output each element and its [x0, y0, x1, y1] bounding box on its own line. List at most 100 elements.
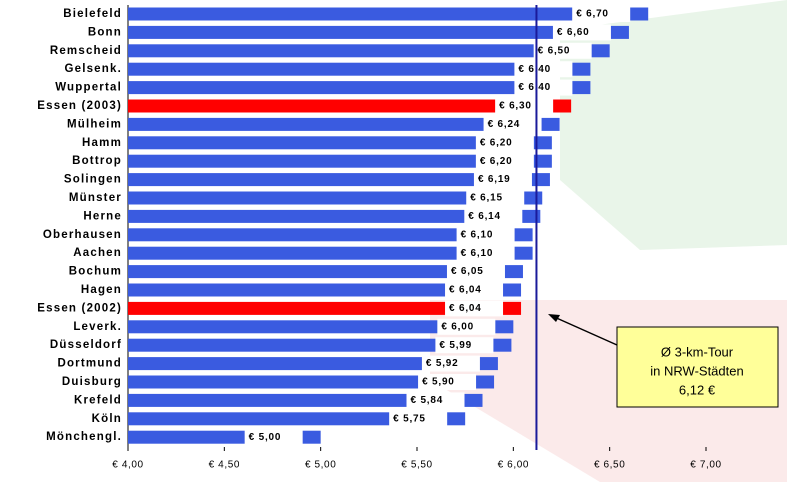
value-label: € 6,14 — [468, 211, 501, 222]
category-label: Essen (2003) — [37, 100, 122, 112]
value-label: € 6,70 — [576, 9, 609, 20]
annotation-arrow — [551, 315, 618, 346]
x-tick-label: € 7,00 — [690, 460, 721, 471]
value-label: € 6,40 — [518, 64, 551, 75]
bar — [128, 283, 522, 297]
value-label: € 5,99 — [439, 340, 472, 351]
value-label-bg — [514, 79, 573, 96]
value-label-bg — [572, 6, 631, 22]
category-label: Wuppertal — [55, 82, 122, 94]
category-label: Bochum — [69, 266, 122, 278]
x-tick-label: € 6,50 — [594, 460, 625, 471]
bar — [128, 412, 466, 426]
category-label: Münster — [69, 192, 122, 204]
value-label-bg — [483, 116, 542, 133]
category-label: Mönchengl. — [46, 431, 122, 443]
category-label: Aachen — [73, 247, 122, 259]
value-label: € 6,19 — [478, 174, 511, 185]
value-label: € 6,00 — [441, 321, 474, 332]
value-label-bg — [389, 410, 448, 427]
bar — [128, 191, 543, 205]
category-label: Düsseldorf — [50, 339, 122, 351]
value-label-bg — [466, 190, 525, 206]
value-label: € 5,92 — [426, 358, 459, 369]
category-label: Bielefeld — [63, 8, 122, 20]
value-label: € 5,00 — [249, 432, 282, 443]
value-label: € 6,05 — [451, 266, 484, 277]
value-label: € 5,75 — [393, 413, 426, 424]
category-label: Essen (2002) — [37, 302, 122, 314]
value-label: € 6,40 — [518, 82, 551, 93]
category-label: Herne — [83, 210, 122, 222]
annotation-text: Ø 3-km-Tour — [661, 344, 734, 359]
bar — [128, 154, 552, 168]
category-label: Köln — [92, 413, 122, 425]
bar — [128, 81, 591, 95]
category-label: Oberhausen — [43, 229, 122, 241]
category-label: Leverk. — [73, 321, 122, 333]
value-label-bg — [475, 153, 534, 170]
annotation-text: in NRW-Städten — [650, 363, 743, 378]
bar — [128, 228, 533, 242]
value-label: € 6,30 — [499, 101, 532, 112]
value-label-bg — [445, 282, 504, 298]
x-tick-label: € 4,00 — [112, 460, 143, 471]
value-label-bg — [421, 355, 480, 372]
value-label-bg — [495, 98, 554, 114]
x-tick-label: € 5,00 — [305, 460, 336, 471]
bar — [128, 44, 610, 58]
value-label: € 6,04 — [449, 303, 482, 314]
value-label-bg — [437, 318, 496, 335]
bar — [128, 209, 541, 223]
category-label: Bonn — [88, 26, 122, 38]
value-label: € 6,10 — [461, 229, 494, 240]
value-label: € 6,60 — [557, 27, 590, 38]
value-label-bg — [456, 245, 515, 262]
value-label: € 6,20 — [480, 156, 513, 167]
value-label: € 6,10 — [461, 248, 494, 259]
bar — [128, 62, 591, 76]
annotation-text: 6,12 € — [679, 382, 716, 397]
value-label-bg — [435, 337, 494, 354]
bar — [128, 265, 523, 279]
bar — [128, 25, 629, 39]
value-label: € 6,50 — [538, 45, 571, 56]
value-label: € 6,04 — [449, 285, 482, 296]
bar — [128, 117, 560, 131]
value-label: € 5,90 — [422, 377, 455, 388]
category-label: Duisburg — [62, 376, 122, 388]
category-label: Hamm — [82, 137, 122, 149]
value-label-bg — [475, 134, 534, 151]
value-label-bg — [514, 61, 573, 78]
value-label: € 6,15 — [470, 193, 503, 204]
value-label-bg — [418, 374, 477, 390]
bar — [128, 99, 572, 113]
value-label: € 6,24 — [488, 119, 521, 130]
category-label: Hagen — [81, 284, 122, 296]
category-label: Solingen — [64, 174, 122, 186]
value-label-bg — [445, 300, 504, 317]
value-label: € 5,84 — [411, 395, 444, 406]
bar — [128, 320, 514, 334]
value-label-bg — [406, 392, 465, 409]
bar — [128, 173, 550, 187]
category-label: Bottrop — [72, 155, 122, 167]
value-label-bg — [464, 208, 523, 225]
bar — [128, 357, 498, 371]
category-label: Krefeld — [74, 394, 122, 406]
arrow-head — [548, 314, 560, 322]
x-tick-label: € 6,00 — [498, 460, 529, 471]
annotation-box — [616, 326, 779, 408]
background-decoration — [560, 0, 787, 250]
value-label-bg — [533, 42, 592, 59]
value-label-bg — [446, 263, 505, 280]
value-label: € 6,20 — [480, 137, 513, 148]
bar — [128, 393, 483, 407]
category-label: Mülheim — [67, 118, 122, 130]
category-label: Gelsenk. — [64, 63, 122, 75]
bar — [128, 136, 552, 150]
category-label: Dortmund — [57, 358, 122, 370]
x-tick-label: € 5,50 — [401, 460, 432, 471]
value-label-bg — [473, 171, 532, 188]
